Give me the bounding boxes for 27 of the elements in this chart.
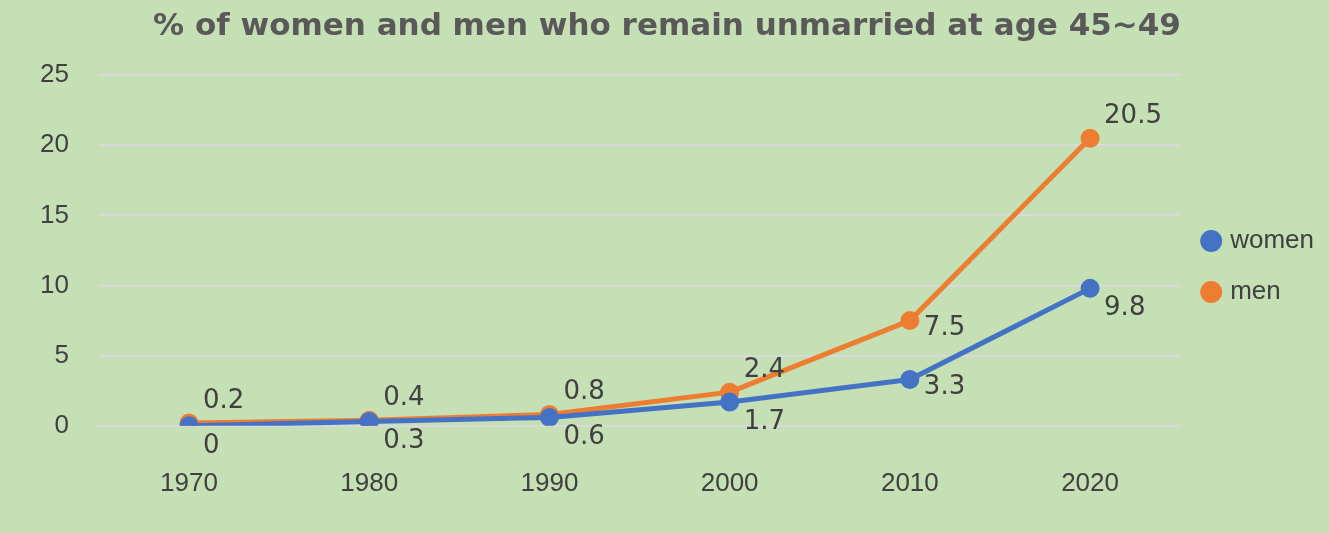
chart-title: % of women and men who remain unmarried at age 45~49 <box>153 5 1181 42</box>
y-tick-label: 20 <box>40 128 69 159</box>
legend-label: men <box>1230 275 1281 306</box>
x-tick-label: 2010 <box>880 466 939 497</box>
x-tick-label: 1990 <box>520 466 579 497</box>
data-label: 0 <box>203 428 220 459</box>
data-label: 0.3 <box>383 424 425 455</box>
data-label: 0.4 <box>383 380 425 411</box>
legend-label: women <box>1229 224 1315 255</box>
x-tick-label: 1980 <box>340 466 399 497</box>
x-tick-label: 2000 <box>700 466 759 497</box>
data-label: 3.3 <box>923 370 966 401</box>
data-label: 9.8 <box>1104 291 1146 322</box>
y-tick-label: 10 <box>40 268 69 299</box>
data-label: 2.4 <box>743 352 786 383</box>
x-tick-label: 2020 <box>1061 466 1119 497</box>
y-tick-label: 15 <box>40 198 69 229</box>
y-tick-label: 0 <box>54 408 69 439</box>
data-label: 20.5 <box>1104 99 1162 130</box>
x-tick-label: 1970 <box>160 466 218 497</box>
data-label: 7.5 <box>923 311 966 342</box>
data-label: 0.6 <box>563 420 605 451</box>
data-label: 0.8 <box>563 375 605 406</box>
y-tick-label: 25 <box>40 58 69 89</box>
y-tick-label: 5 <box>54 338 69 369</box>
data-label: 1.7 <box>743 404 786 435</box>
data-label: 0.2 <box>203 383 245 414</box>
